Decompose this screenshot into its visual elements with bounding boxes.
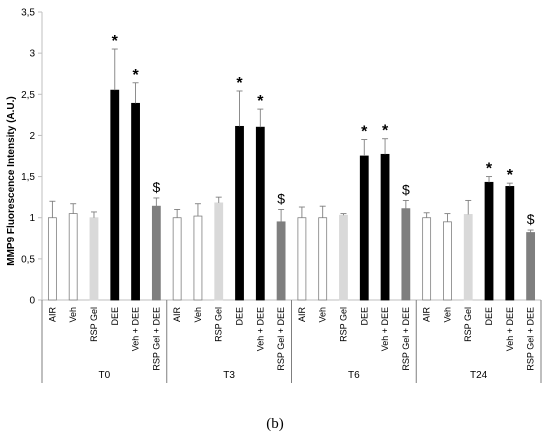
category-label: RSP Gel: [214, 307, 224, 342]
bar: [422, 217, 432, 301]
bar: [339, 214, 348, 301]
group-label: T0: [99, 370, 111, 381]
category-label: RSP Gel: [338, 307, 348, 342]
significance-mark: *: [236, 75, 243, 92]
category-label: AIR: [47, 307, 57, 323]
bar: [318, 217, 328, 301]
bar: [401, 208, 411, 301]
bar: [172, 217, 182, 301]
group-label: T6: [348, 370, 360, 381]
category-label: Veh: [318, 307, 328, 323]
significance-mark: *: [382, 123, 389, 140]
y-axis-title: MMP9 Fluorescence Intensity (A.U.): [6, 96, 17, 265]
category-label: Veh + DEE: [255, 307, 265, 351]
y-tick-label: 0,5: [21, 254, 35, 265]
category-label: RSP Gel: [89, 307, 99, 342]
category-label: Veh: [442, 307, 452, 323]
category-label: Veh + DEE: [131, 307, 141, 351]
category-label: DEE: [235, 307, 245, 326]
category-label: Veh: [193, 307, 203, 323]
category-label: RSP Gel + DEE: [151, 307, 161, 371]
chart-bars: * * $ * * $ * * $ * * $: [47, 33, 536, 301]
bar: [484, 181, 494, 301]
category-label: RSP Gel + DEE: [526, 307, 536, 371]
category-label: RSP Gel: [463, 307, 473, 342]
bar: [463, 214, 473, 301]
bar: [359, 155, 369, 301]
significance-mark: *: [486, 161, 493, 178]
category-label: DEE: [110, 307, 120, 326]
category-label: Veh: [68, 307, 78, 323]
bar: [276, 221, 286, 301]
y-tick-label: 2,5: [21, 90, 35, 101]
bar: [47, 217, 57, 301]
figure-caption: (b): [266, 416, 284, 432]
category-label: DEE: [484, 307, 494, 326]
significance-mark: *: [132, 67, 139, 84]
significance-mark: $: [402, 181, 410, 197]
bar: [131, 102, 140, 301]
significance-mark: $: [152, 179, 160, 195]
bar: [255, 126, 265, 301]
bar: [214, 202, 224, 301]
bar: [235, 125, 244, 301]
bar: [68, 213, 78, 301]
y-tick-label: 1: [29, 213, 35, 224]
category-label: AIR: [297, 307, 307, 323]
bar: [110, 89, 120, 301]
category-label: Veh + DEE: [505, 307, 515, 351]
bar: [380, 153, 390, 301]
chart-category-labels: T0 AIR Veh RSP Gel DEE Veh + DEE RSP Gel + DEE…: [47, 307, 535, 381]
significance-mark: $: [527, 211, 535, 227]
bar: [526, 232, 536, 301]
bar: [505, 186, 515, 301]
bar: [193, 215, 203, 301]
significance-mark: *: [257, 93, 264, 110]
category-label: RSP Gel + DEE: [276, 307, 286, 371]
y-tick-label: 1,5: [21, 172, 35, 183]
bar: [443, 221, 452, 301]
y-tick-label: 3,5: [21, 8, 35, 19]
category-label: RSP Gel + DEE: [401, 307, 411, 371]
category-label: AIR: [172, 307, 182, 323]
category-label: Veh + DEE: [380, 307, 390, 351]
y-tick-label: 3: [29, 49, 35, 60]
y-tick-label: 0: [29, 296, 35, 307]
bar: [297, 217, 307, 301]
bar: [89, 217, 99, 301]
y-tick-label: 2: [29, 131, 35, 142]
category-label: DEE: [359, 307, 369, 326]
group-label: T3: [223, 370, 235, 381]
significance-mark: *: [361, 124, 368, 141]
significance-mark: *: [112, 33, 119, 50]
bar: [151, 205, 161, 301]
significance-mark: *: [507, 167, 514, 184]
significance-mark: $: [277, 190, 285, 206]
chart-axes: 0 0,5 1 1,5 2 2,5 3 3,5: [21, 8, 542, 383]
category-label: AIR: [422, 307, 432, 323]
group-label: T24: [470, 370, 488, 381]
